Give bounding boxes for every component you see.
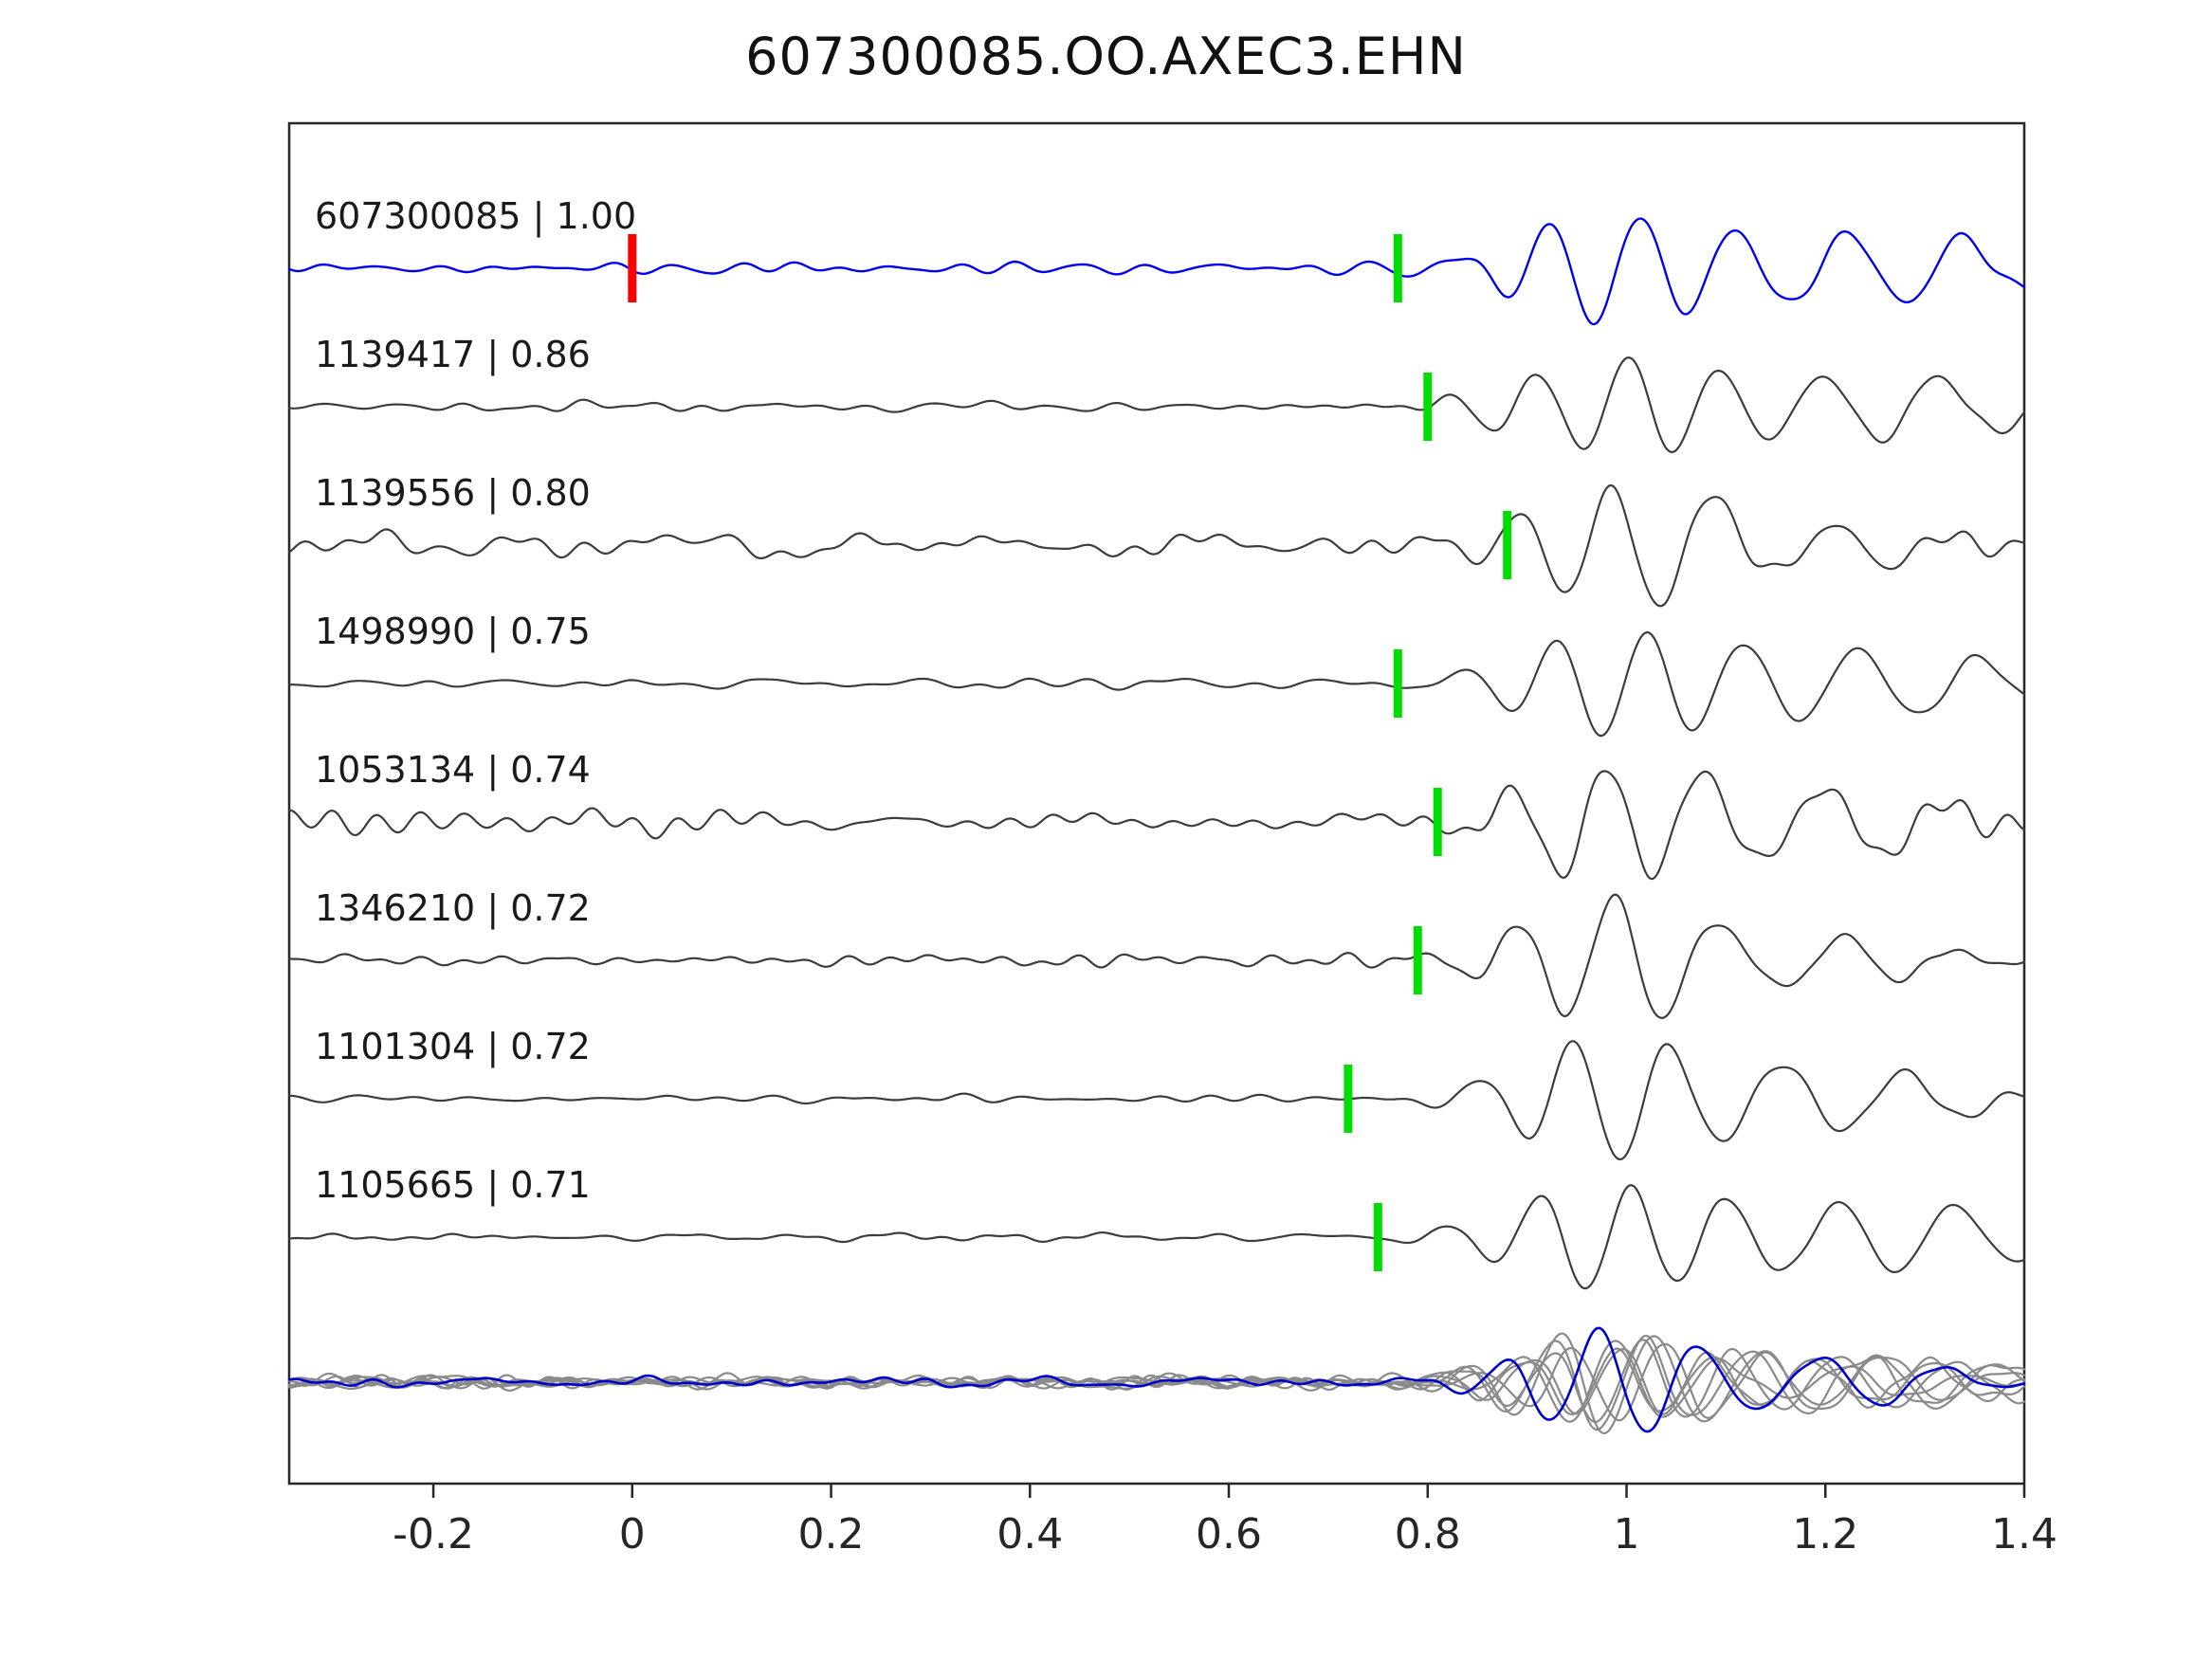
- x-tick-label: 1: [1614, 1510, 1640, 1559]
- x-tick-label: -0.2: [393, 1510, 474, 1559]
- trace-label: 1346210 | 0.72: [315, 887, 591, 930]
- trace-waveform-1053134: [287, 770, 2026, 881]
- x-tick-label: 1.4: [1991, 1510, 2057, 1559]
- x-tick-label: 0: [619, 1510, 646, 1559]
- x-tick-label: 0.4: [996, 1510, 1063, 1559]
- figure-title: 607300085.OO.AXEC3.EHN: [745, 27, 1467, 86]
- x-tick-label: 1.2: [1792, 1510, 1858, 1559]
- trace-waveform-607300085: [287, 217, 2026, 326]
- x-tick-label: 0.8: [1395, 1510, 1461, 1559]
- trace-label: 1498990 | 0.75: [315, 611, 591, 653]
- trace-label: 1139556 | 0.80: [315, 472, 591, 515]
- axes-border: [287, 121, 2026, 1486]
- trace-label: 1105665 | 0.71: [315, 1164, 591, 1207]
- x-tick-label: 0.6: [1196, 1510, 1262, 1559]
- x-tick-label: 0.2: [798, 1510, 865, 1559]
- trace-label: 1101304 | 0.72: [315, 1026, 591, 1068]
- trace-waveform-1139417: [287, 356, 2026, 453]
- trace-label: 1053134 | 0.74: [315, 749, 591, 792]
- trace-label: 1139417 | 0.86: [315, 334, 591, 376]
- trace-waveform-1346210: [287, 893, 2026, 1019]
- overlay-blue-waveform: [287, 1326, 2026, 1433]
- trace-label: 607300085 | 1.00: [315, 195, 636, 238]
- overlay-gray-waveform: [287, 1340, 2026, 1423]
- trace-waveform-1105665: [287, 1184, 2026, 1290]
- trace-waveform-1498990: [287, 630, 2026, 738]
- trace-waveform-1139556: [287, 483, 2026, 608]
- trace-waveform-1101304: [287, 1040, 2026, 1161]
